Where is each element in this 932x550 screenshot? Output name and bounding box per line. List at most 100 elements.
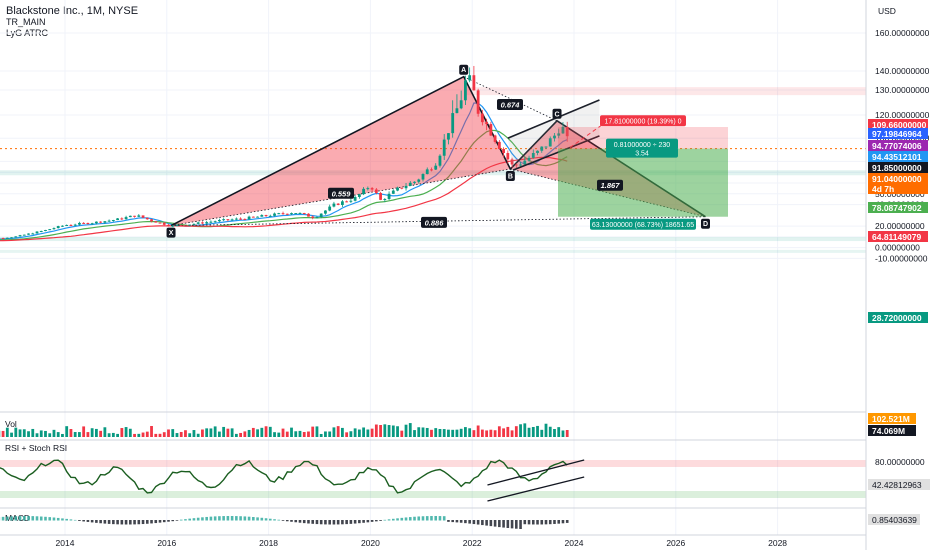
volume-bar [154,433,158,437]
candle-body [239,218,243,220]
volume-bar [184,430,187,437]
candle-body [476,90,480,114]
macd-bar [90,520,94,523]
macd-bar [468,520,471,524]
volume-bar [171,429,175,437]
macd-bar [392,518,395,521]
volume-bar [485,430,489,437]
tag-bg [868,425,916,436]
volume-bar [408,423,412,437]
volume-bar [476,425,480,437]
macd-bar [455,520,459,523]
macd-bar [447,520,450,522]
macd-bar [56,517,60,521]
volume-bar [128,428,132,437]
price-tag: 94.43512101 [868,151,928,162]
candle-body [162,222,166,225]
macd-bar [459,520,463,523]
rsi-value: 42.42812963 [872,480,922,490]
volume-bar [362,427,366,437]
pattern-point-bg [505,171,515,182]
volume-bar [447,429,450,437]
macd-bar [430,516,433,521]
volume-bar [82,426,86,437]
macd-bar [201,517,204,521]
volume-bar [438,428,442,437]
candle-body [14,236,18,238]
volume-bar [31,428,35,437]
macd-bar [349,520,353,524]
macd-bar [48,517,52,521]
candle-body [480,113,484,123]
macd-bar [515,520,518,529]
volume-bar [489,429,493,437]
candle-body [455,108,459,114]
macd-bar [1,516,5,521]
macd-bar [553,520,556,524]
candle-body [438,155,442,166]
candle-body [175,225,179,227]
volume-bar [94,428,98,437]
macd-bar [69,519,73,521]
volume-bar [230,428,234,437]
candle-body [536,150,539,153]
candle-body [205,222,209,224]
pattern-point-bg [166,227,176,238]
candle-body [222,219,226,221]
macd-bar [294,520,298,523]
position-qty-label-text: 3.54 [635,151,649,158]
candle-body [345,201,349,203]
candle-body [374,189,378,193]
macd-bar [281,520,285,521]
candle-body [196,222,200,224]
volume-bar [527,427,531,437]
candle-body [107,220,111,222]
volume-bar [196,433,200,437]
price-tag-bg [868,231,928,242]
macd-bar [565,520,569,523]
volume-bar [5,427,9,437]
volume-bar [86,432,90,437]
pattern-ratio-0: 0.674 [497,99,523,110]
price-tag-bg [868,128,928,139]
macd-bar [328,520,331,525]
macd-bar [82,520,85,522]
ratio-bg [421,216,447,228]
macd-bar [362,520,365,523]
candle-body [497,141,501,149]
volume-bar [44,430,47,437]
volume-bar [536,425,539,437]
time-tick-label: 2024 [565,538,584,548]
candle-body [103,221,107,223]
macd-bar [243,516,247,521]
tag-bg [868,413,916,424]
candle-body [90,223,94,225]
candle-body [527,157,531,161]
candle-body [502,148,505,154]
macd-bar [544,520,548,525]
macd-bar [167,520,170,522]
candle-body [485,122,489,125]
ratio-label: 0.674 [501,101,521,110]
volume-bar [557,427,561,437]
currency-label[interactable]: USD [878,6,896,16]
candle-body [201,222,204,224]
macd-bar [137,520,141,525]
volume-bar [383,424,387,437]
candle-body [99,221,103,223]
candle-body [425,169,429,175]
pattern-point-label: X [169,230,174,237]
macd-bar [379,520,382,521]
macd-bar [302,520,306,524]
price-tag: 97.19846964 [868,128,928,139]
candle-body [565,126,569,137]
macd-bar [557,520,561,524]
macd-bar [307,520,310,524]
volume-bar [14,427,18,437]
volume-bar [103,427,107,437]
macd-bar [336,520,340,525]
candle-body [86,222,90,225]
macd-bar [112,520,115,525]
